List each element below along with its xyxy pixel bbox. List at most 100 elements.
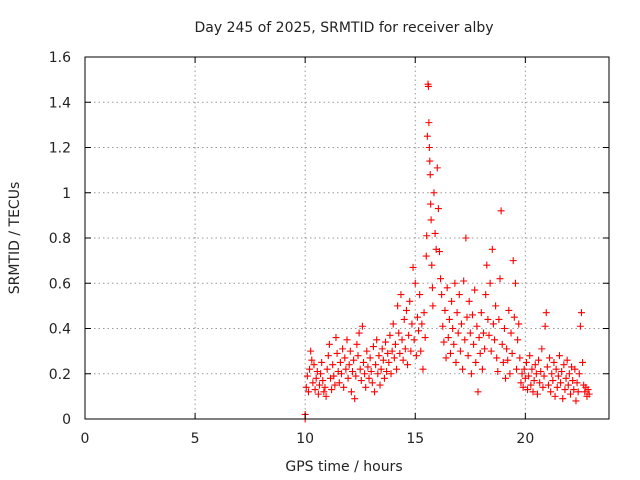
- data-point: [448, 297, 456, 305]
- data-point: [324, 352, 332, 360]
- data-point: [399, 356, 407, 364]
- data-point: [492, 302, 500, 310]
- data-point: [357, 377, 365, 385]
- data-point: [430, 189, 438, 197]
- data-point: [577, 309, 585, 317]
- data-point: [475, 334, 483, 342]
- data-point: [378, 345, 386, 353]
- data-point: [498, 340, 506, 348]
- data-point: [411, 279, 419, 287]
- data-point: [533, 390, 541, 398]
- data-point: [426, 171, 434, 179]
- data-point: [462, 234, 470, 242]
- data-point: [413, 313, 421, 321]
- data-point: [465, 297, 473, 305]
- data-point: [553, 383, 561, 391]
- data-point: [544, 381, 552, 389]
- data-point: [572, 397, 580, 405]
- data-point: [319, 377, 327, 385]
- data-point: [555, 352, 563, 360]
- data-point: [440, 338, 448, 346]
- data-point: [423, 132, 431, 140]
- data-point: [386, 331, 394, 339]
- data-point: [550, 358, 558, 366]
- data-point: [575, 370, 583, 378]
- data-point: [548, 370, 556, 378]
- data-point: [466, 329, 474, 337]
- data-point: [402, 306, 410, 314]
- data-point: [532, 370, 540, 378]
- data-point: [536, 379, 544, 387]
- data-point: [373, 336, 381, 344]
- data-point: [525, 372, 533, 380]
- data-point: [526, 352, 534, 360]
- data-point: [401, 345, 409, 353]
- data-point: [398, 336, 406, 344]
- data-point: [325, 340, 333, 348]
- data-point: [472, 358, 480, 366]
- y-tick-label: 1.4: [49, 95, 71, 111]
- data-point: [503, 345, 511, 353]
- data-point: [527, 381, 535, 389]
- y-tick-label: 0.8: [49, 231, 71, 247]
- data-point: [394, 302, 402, 310]
- data-point: [390, 354, 398, 362]
- data-point: [416, 291, 424, 299]
- y-axis-label: SRMTID / TECUs: [7, 182, 23, 295]
- data-point: [426, 157, 434, 165]
- data-point: [431, 229, 439, 237]
- data-point: [455, 291, 463, 299]
- data-point: [486, 279, 494, 287]
- data-point: [574, 388, 582, 396]
- data-point: [442, 354, 450, 362]
- data-point: [412, 352, 420, 360]
- data-point: [425, 144, 433, 151]
- y-tick-label: 1: [62, 186, 71, 202]
- data-point: [543, 363, 551, 371]
- data-point: [365, 374, 373, 382]
- data-point: [500, 325, 508, 332]
- chart-title: Day 245 of 2025, SRMTID for receiver alb…: [194, 20, 493, 36]
- data-point: [471, 286, 479, 294]
- data-point: [552, 365, 560, 373]
- x-tick-label: 10: [296, 431, 314, 447]
- data-point: [341, 354, 349, 362]
- data-point: [409, 263, 417, 271]
- data-point: [517, 379, 525, 387]
- data-point: [304, 388, 312, 396]
- data-point: [542, 309, 550, 317]
- data-point: [314, 390, 322, 398]
- data-point: [375, 352, 383, 360]
- data-point: [380, 374, 388, 382]
- data-point: [565, 370, 573, 378]
- data-point: [571, 365, 579, 373]
- data-point: [424, 82, 432, 90]
- data-point: [323, 365, 331, 373]
- data-point: [557, 379, 565, 387]
- data-point: [470, 340, 478, 348]
- data-point: [515, 320, 523, 328]
- data-point: [422, 252, 430, 260]
- data-point: [496, 275, 504, 283]
- data-point: [420, 309, 428, 317]
- x-tick-label: 15: [406, 431, 424, 447]
- data-point: [337, 370, 345, 378]
- data-point: [524, 386, 532, 394]
- data-point: [579, 358, 587, 366]
- data-point: [513, 365, 521, 373]
- data-point: [397, 291, 405, 299]
- data-point: [379, 356, 387, 364]
- data-point: [383, 367, 391, 375]
- data-point: [429, 302, 437, 310]
- data-point: [400, 315, 408, 323]
- data-point: [321, 383, 329, 391]
- data-point: [358, 322, 366, 330]
- data-point: [491, 336, 499, 344]
- data-point: [473, 322, 481, 330]
- data-point: [428, 284, 436, 292]
- data-point: [464, 352, 472, 360]
- data-point: [444, 334, 452, 342]
- data-point: [434, 205, 442, 213]
- data-point: [333, 349, 341, 357]
- x-tick-label: 20: [516, 431, 534, 447]
